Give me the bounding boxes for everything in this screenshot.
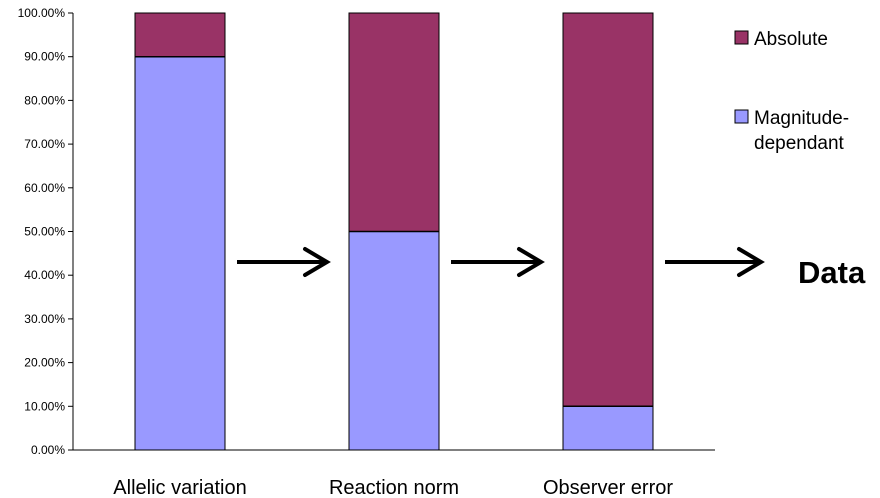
- legend-item: Magnitude-dependant: [734, 108, 849, 154]
- bar-segment-absolute: [134, 12, 226, 58]
- y-tick-label: 20.00%: [24, 356, 65, 370]
- legend: Absolute Magnitude-dependant: [734, 29, 849, 154]
- x-category-label: Reaction norm: [329, 477, 459, 498]
- y-tick-label: 30.00%: [24, 312, 65, 326]
- y-tick-label: 90.00%: [24, 50, 65, 64]
- bar-segment-magnitude-dependant: [134, 56, 226, 451]
- y-tick-label: 100.00%: [18, 6, 66, 20]
- y-tick-label: 0.00%: [31, 443, 65, 457]
- y-tick-label: 70.00%: [24, 137, 65, 151]
- bar-segment-magnitude-dependant: [562, 405, 654, 451]
- x-category-label: Observer error: [543, 477, 673, 498]
- legend-item: Absolute: [734, 29, 828, 50]
- y-tick-label: 80.00%: [24, 93, 65, 107]
- y-axis: 0.00% 10.00% 20.00% 30.00% 40.00% 50.00% 60.00…: [18, 6, 74, 457]
- bar-segment-magnitude-dependant: [348, 231, 440, 451]
- y-tick-label: 10.00%: [24, 399, 65, 413]
- y-tick-label: 40.00%: [24, 268, 65, 282]
- arrow-1-icon: [237, 247, 331, 277]
- bars: [134, 12, 654, 451]
- y-tick-label: 60.00%: [24, 181, 65, 195]
- legend-label: dependant: [754, 133, 845, 154]
- legend-label: Magnitude-: [754, 108, 849, 129]
- legend-swatch: [734, 109, 749, 124]
- bar-segment-absolute: [562, 12, 654, 407]
- data-annotation: Data: [798, 255, 866, 290]
- x-category-label: Allelic variation: [113, 477, 246, 498]
- arrow-3-icon: [665, 247, 765, 277]
- legend-label: Absolute: [754, 29, 828, 50]
- y-tick-label: 50.00%: [24, 225, 65, 239]
- arrow-2-icon: [451, 247, 545, 277]
- flow-arrows: Data: [237, 247, 866, 290]
- x-axis: Allelic variation Reaction norm Observer e…: [73, 449, 715, 498]
- bar-segment-absolute: [348, 12, 440, 232]
- legend-swatch: [734, 30, 749, 45]
